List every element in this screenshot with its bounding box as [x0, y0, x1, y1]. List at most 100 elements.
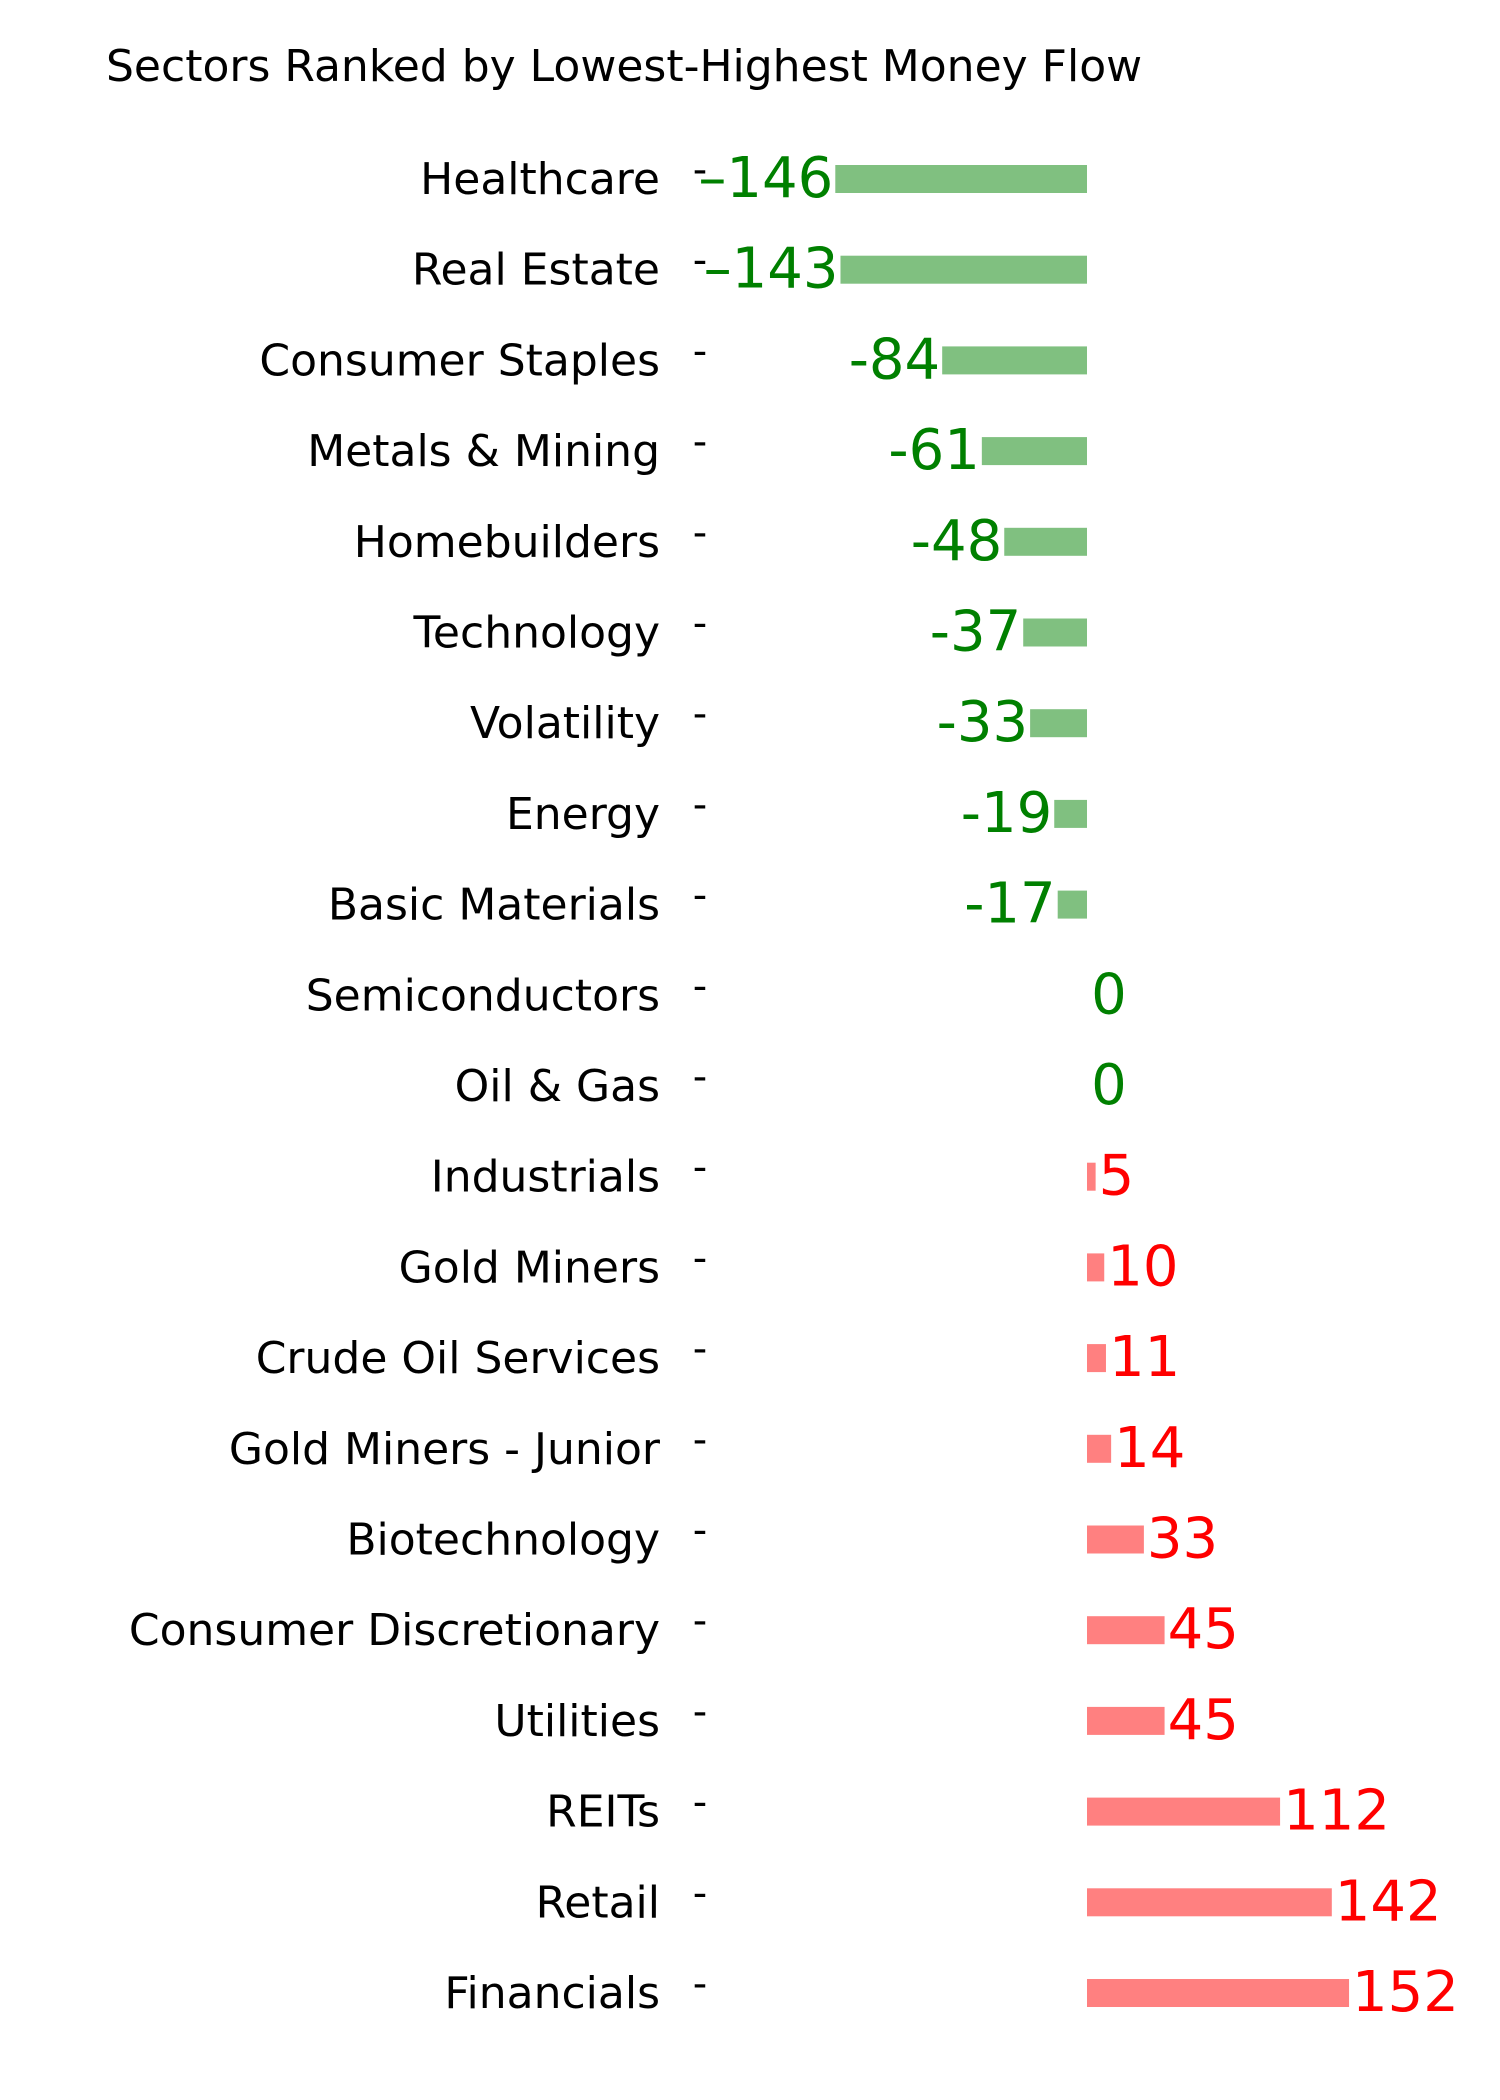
category-label: Financials	[444, 1968, 660, 2019]
value-label: 45	[1168, 1688, 1239, 1753]
y-tick-mark: -	[693, 1508, 707, 1554]
bar	[1087, 1888, 1332, 1917]
value-label: 45	[1168, 1597, 1239, 1662]
bar	[1004, 527, 1087, 556]
y-tick-mark: -	[693, 963, 707, 1009]
bar	[1087, 1797, 1281, 1826]
value-label: 142	[1335, 1869, 1442, 1934]
value-label: 33	[1147, 1507, 1218, 1572]
value-label: -33	[937, 690, 1028, 755]
bar-row: Consumer Staples - -84	[259, 327, 1087, 392]
category-label: Utilities	[494, 1696, 660, 1747]
bar	[1087, 1162, 1096, 1191]
category-label: Healthcare	[420, 154, 660, 205]
value-label: 152	[1352, 1960, 1459, 2025]
y-tick-mark: -	[693, 1689, 707, 1735]
y-tick-mark: -	[693, 238, 707, 284]
value-label: -84	[849, 327, 940, 392]
bar	[1087, 1525, 1144, 1554]
bar	[1023, 618, 1087, 647]
bar-row: Gold Miners - 10	[399, 1234, 1179, 1299]
bar-row: REITs - 112	[546, 1779, 1390, 1844]
category-label: Consumer Staples	[259, 335, 660, 386]
bar	[1087, 1253, 1105, 1282]
bar-row: Semiconductors - 0	[306, 962, 1127, 1027]
bar	[1087, 1344, 1106, 1373]
bar-row: Retail - 142	[536, 1869, 1442, 1934]
bar	[981, 437, 1087, 466]
bar	[942, 346, 1087, 375]
value-label: –146	[698, 146, 833, 211]
y-tick-mark: -	[693, 1870, 707, 1916]
category-label: Basic Materials	[328, 880, 660, 931]
value-label: 0	[1091, 962, 1127, 1027]
bar-row: Technology - -37	[413, 600, 1087, 665]
y-tick-mark: -	[693, 510, 707, 556]
category-label: Metals & Mining	[307, 426, 660, 477]
value-label: 11	[1109, 1325, 1180, 1390]
category-label: Retail	[536, 1877, 660, 1928]
y-tick-mark: -	[693, 147, 707, 193]
y-tick-mark: -	[693, 1235, 707, 1281]
bar-row: Utilities - 45	[494, 1688, 1238, 1753]
y-tick-mark: -	[693, 1598, 707, 1644]
bar	[1087, 1706, 1165, 1735]
chart-title: Sectors Ranked by Lowest-Highest Money F…	[106, 41, 1142, 92]
value-label: 14	[1114, 1416, 1185, 1481]
category-label: Consumer Discretionary	[129, 1605, 660, 1656]
y-tick-mark: -	[693, 328, 707, 374]
bar-row: Homebuilders - -48	[354, 509, 1087, 574]
bar-row: Metals & Mining - -61	[307, 418, 1087, 483]
y-tick-mark: -	[693, 1780, 707, 1826]
y-tick-mark: -	[693, 782, 707, 828]
value-label: -48	[911, 509, 1002, 574]
bar-row: Real Estate -–143	[412, 237, 1087, 302]
value-label: –143	[704, 237, 839, 302]
category-label: Semiconductors	[306, 970, 660, 1021]
category-label: Gold Miners	[399, 1242, 660, 1293]
bar-row: Oil & Gas - 0	[455, 1053, 1127, 1118]
bar	[1087, 1434, 1112, 1463]
category-label: Volatility	[470, 698, 660, 749]
bar	[1030, 709, 1087, 738]
bar-row: Consumer Discretionary - 45	[129, 1597, 1239, 1662]
bar	[1057, 890, 1087, 919]
value-label: 10	[1107, 1234, 1178, 1299]
value-label: 5	[1099, 1144, 1135, 1209]
category-label: Crude Oil Services	[256, 1333, 660, 1384]
bar-row: Healthcare -–146	[420, 146, 1087, 211]
y-tick-mark: -	[693, 1054, 707, 1100]
bar-row: Energy - -19	[506, 781, 1087, 846]
bar-row: Crude Oil Services - 11	[256, 1325, 1181, 1390]
bar-row: Financials - 152	[444, 1960, 1459, 2025]
category-label: Gold Miners - Junior	[229, 1424, 661, 1475]
category-label: Industrials	[431, 1152, 660, 1203]
y-tick-mark: -	[693, 691, 707, 737]
value-label: 0	[1091, 1053, 1127, 1118]
category-label: Real Estate	[412, 245, 660, 296]
value-label: 112	[1283, 1779, 1390, 1844]
value-label: -19	[961, 781, 1052, 846]
bar-row: Industrials - 5	[431, 1144, 1135, 1209]
category-label: Oil & Gas	[455, 1061, 660, 1112]
category-label: Technology	[413, 608, 660, 659]
y-tick-mark: -	[693, 873, 707, 919]
category-label: Biotechnology	[346, 1515, 660, 1566]
value-label: -17	[964, 872, 1055, 937]
category-label: REITs	[546, 1787, 660, 1838]
bar	[1087, 1979, 1350, 2007]
bar-row: Basic Materials - -17	[328, 872, 1087, 937]
y-tick-mark: -	[693, 1326, 707, 1372]
bar	[1054, 799, 1087, 828]
value-label: -61	[888, 418, 979, 483]
bar-row: Biotechnology - 33	[346, 1507, 1218, 1572]
y-tick-mark: -	[693, 419, 707, 465]
bar-row: Volatility - -33	[470, 690, 1087, 755]
category-label: Homebuilders	[354, 517, 660, 568]
bar-row: Gold Miners - Junior - 14	[229, 1416, 1186, 1481]
value-label: -37	[930, 600, 1021, 665]
y-tick-mark: -	[693, 1961, 707, 2007]
y-tick-mark: -	[693, 1145, 707, 1191]
